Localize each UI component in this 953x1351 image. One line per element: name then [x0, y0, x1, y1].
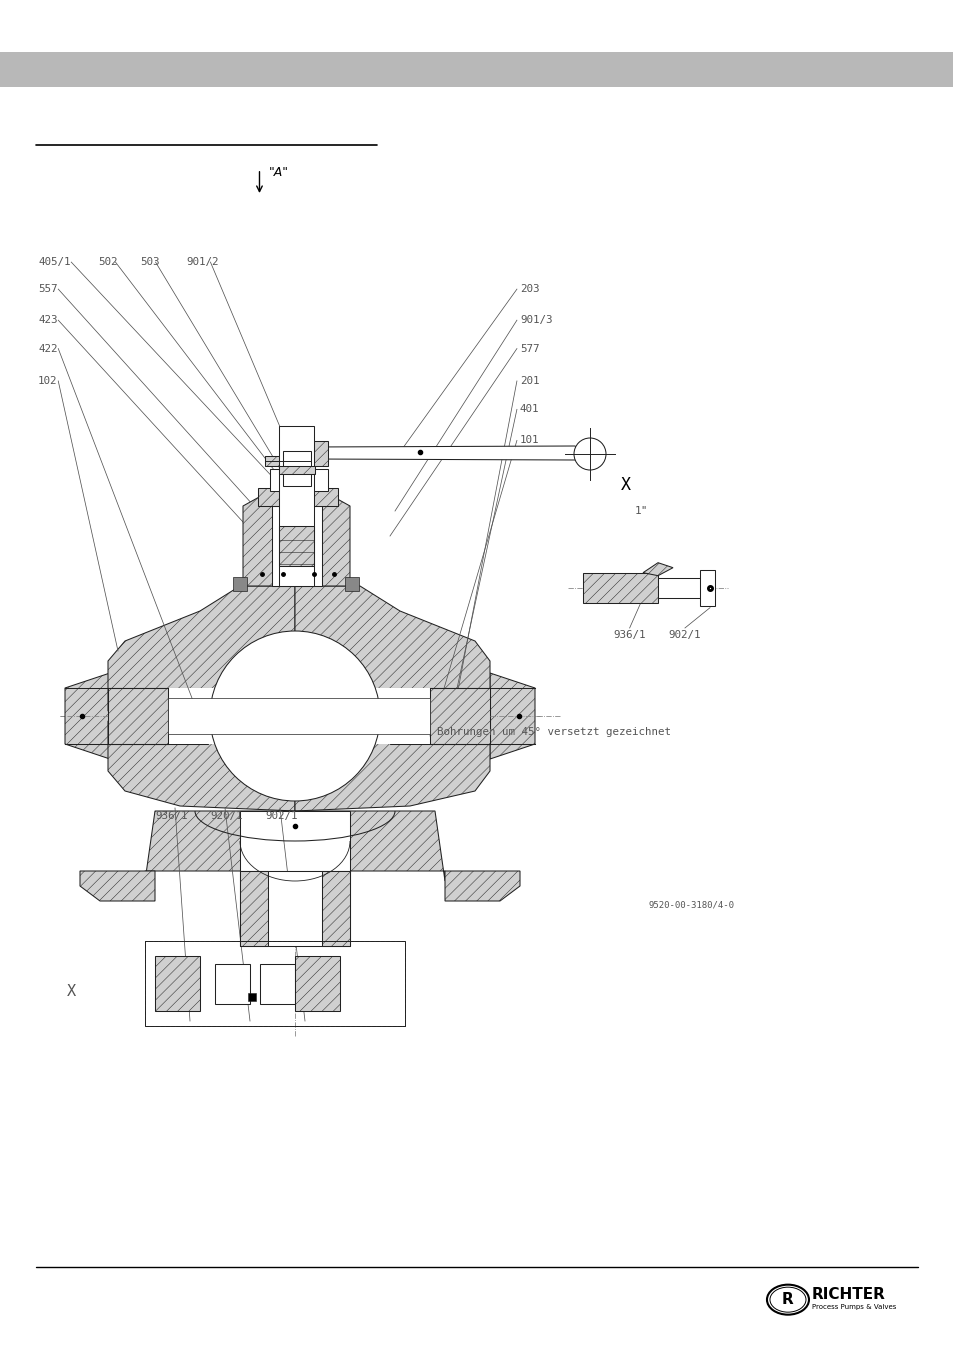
Text: 201: 201	[519, 376, 538, 386]
Bar	[270, 469, 328, 490]
Bar	[272, 507, 322, 586]
Bar	[240, 811, 350, 871]
Bar	[233, 577, 247, 590]
Bar	[260, 965, 294, 1004]
Ellipse shape	[769, 1288, 805, 1312]
Text: 503: 503	[140, 257, 159, 267]
Bar	[108, 688, 208, 744]
Polygon shape	[490, 673, 535, 759]
Polygon shape	[145, 811, 444, 881]
Text: 102: 102	[38, 376, 57, 386]
Text: 502: 502	[98, 257, 117, 267]
Text: 557: 557	[38, 284, 57, 295]
Text: Process Pumps & Valves: Process Pumps & Valves	[811, 1304, 896, 1309]
Bar	[168, 698, 430, 734]
Bar	[248, 993, 255, 1001]
Bar	[345, 577, 358, 590]
Bar	[278, 466, 314, 474]
Polygon shape	[294, 721, 490, 811]
Bar	[240, 871, 268, 946]
Text: 401: 401	[519, 404, 538, 415]
Bar	[390, 688, 490, 744]
Bar	[322, 871, 350, 946]
Text: 422: 422	[38, 343, 57, 354]
Text: 405/1: 405/1	[38, 257, 71, 267]
Text: 936/1: 936/1	[613, 630, 645, 640]
Text: 901/2: 901/2	[186, 257, 218, 267]
Bar	[154, 957, 200, 1011]
Text: 936/1: 936/1	[154, 811, 188, 821]
Text: 902/1: 902/1	[668, 630, 700, 640]
Text: RICHTER: RICHTER	[811, 1288, 885, 1302]
Bar	[700, 570, 715, 605]
Bar	[278, 526, 314, 566]
Polygon shape	[265, 440, 328, 466]
Polygon shape	[294, 586, 490, 711]
Text: 203: 203	[519, 284, 538, 295]
Text: X: X	[67, 984, 76, 998]
Bar	[294, 957, 339, 1011]
Text: R: R	[781, 1292, 793, 1308]
Polygon shape	[310, 446, 582, 459]
Text: 101: 101	[519, 435, 538, 446]
Polygon shape	[243, 496, 350, 586]
Text: Bohrungen um 45° versetzt gezeichnet: Bohrungen um 45° versetzt gezeichnet	[436, 727, 670, 738]
Text: 920/1: 920/1	[210, 811, 242, 821]
Bar	[0, 53, 953, 86]
Circle shape	[574, 438, 605, 470]
Polygon shape	[108, 721, 294, 811]
Polygon shape	[444, 871, 519, 901]
Text: 9520-00-3180/4-0: 9520-00-3180/4-0	[648, 901, 734, 909]
Text: 577: 577	[519, 343, 538, 354]
Polygon shape	[80, 871, 154, 901]
Bar	[278, 426, 314, 586]
Bar	[283, 451, 311, 486]
Circle shape	[210, 631, 379, 801]
Bar	[257, 488, 337, 507]
Polygon shape	[108, 586, 294, 711]
Text: X: X	[620, 476, 630, 494]
Bar	[168, 688, 430, 744]
Polygon shape	[65, 673, 110, 759]
Bar	[108, 688, 168, 744]
Bar	[430, 688, 490, 744]
Bar	[145, 942, 405, 1025]
Ellipse shape	[766, 1285, 808, 1315]
Text: 423: 423	[38, 315, 57, 326]
Text: 1": 1"	[634, 505, 647, 516]
Bar	[214, 965, 250, 1004]
Text: 901/3: 901/3	[519, 315, 552, 326]
Polygon shape	[642, 562, 672, 576]
Bar	[240, 871, 350, 946]
Bar	[582, 573, 658, 603]
Text: "A": "A"	[269, 166, 289, 180]
Bar	[658, 578, 702, 597]
Text: 902/1: 902/1	[265, 811, 297, 821]
Bar	[145, 942, 405, 1025]
